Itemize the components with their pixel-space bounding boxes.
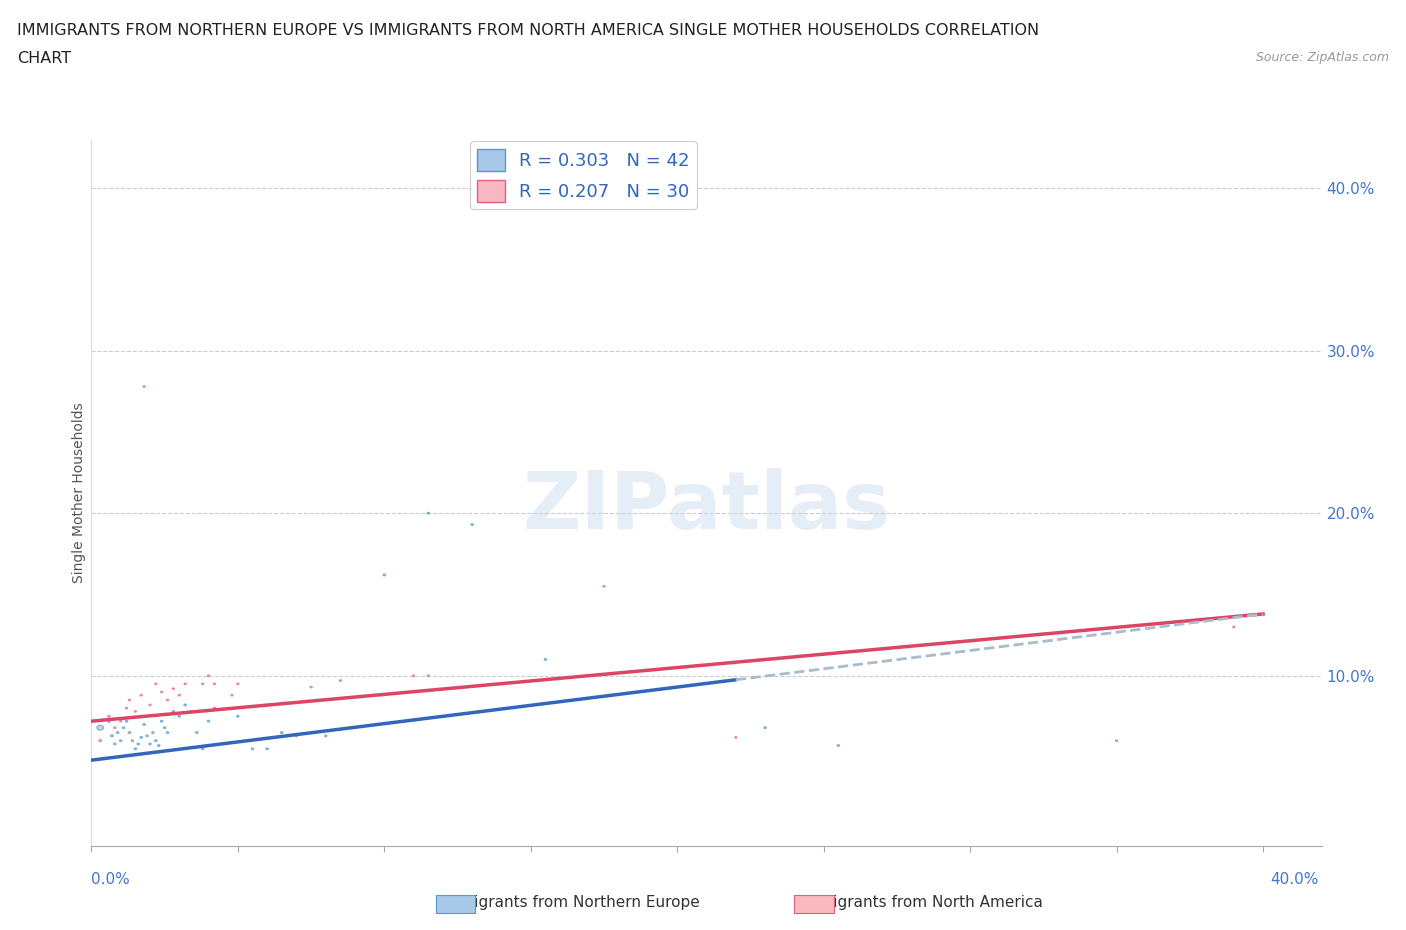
Ellipse shape [134,748,136,750]
Ellipse shape [172,711,174,712]
Ellipse shape [184,683,186,684]
Ellipse shape [184,704,187,706]
Ellipse shape [128,732,131,734]
Ellipse shape [266,748,269,750]
Ellipse shape [155,683,157,684]
Ellipse shape [136,743,139,745]
Ellipse shape [134,711,136,712]
Ellipse shape [166,732,169,734]
Ellipse shape [763,727,766,728]
Ellipse shape [157,745,160,747]
Ellipse shape [114,743,117,745]
Y-axis label: Single Mother Households: Single Mother Households [72,403,86,583]
Ellipse shape [120,721,122,722]
Ellipse shape [214,683,215,684]
Ellipse shape [173,688,174,689]
Ellipse shape [125,721,128,722]
Ellipse shape [163,727,166,728]
Ellipse shape [120,739,122,741]
Text: Immigrants from Northern Europe: Immigrants from Northern Europe [440,895,699,910]
Ellipse shape [427,512,429,514]
Ellipse shape [339,680,342,682]
Ellipse shape [208,675,209,676]
Ellipse shape [309,686,312,688]
Ellipse shape [143,386,145,387]
Text: ZIPatlas: ZIPatlas [523,468,890,546]
Ellipse shape [111,735,114,737]
Ellipse shape [160,691,163,693]
Ellipse shape [131,739,134,741]
Ellipse shape [837,745,839,747]
Ellipse shape [201,748,204,750]
Ellipse shape [149,704,150,706]
Ellipse shape [266,704,269,706]
Text: Immigrants from North America: Immigrants from North America [799,895,1043,910]
Text: CHART: CHART [17,51,70,66]
Ellipse shape [295,735,298,737]
Text: IMMIGRANTS FROM NORTHERN EUROPE VS IMMIGRANTS FROM NORTH AMERICA SINGLE MOTHER H: IMMIGRANTS FROM NORTHERN EUROPE VS IMMIG… [17,23,1039,38]
Ellipse shape [214,708,215,709]
Ellipse shape [152,732,155,734]
Ellipse shape [471,524,474,525]
Ellipse shape [141,737,142,738]
Ellipse shape [201,683,204,684]
Ellipse shape [122,727,125,728]
Text: 40.0%: 40.0% [1271,872,1319,887]
Ellipse shape [195,732,198,734]
Ellipse shape [236,683,239,684]
Ellipse shape [325,735,328,737]
Ellipse shape [544,658,547,660]
Ellipse shape [412,675,415,676]
Ellipse shape [143,724,145,725]
Ellipse shape [117,732,120,734]
Ellipse shape [107,720,111,723]
Ellipse shape [382,574,385,576]
Ellipse shape [735,737,737,738]
Ellipse shape [427,675,429,676]
Ellipse shape [125,708,128,709]
Ellipse shape [155,739,157,741]
Ellipse shape [236,715,239,717]
Ellipse shape [603,586,605,587]
Ellipse shape [179,695,180,696]
Ellipse shape [281,732,283,734]
Ellipse shape [190,711,193,712]
Text: Source: ZipAtlas.com: Source: ZipAtlas.com [1256,51,1389,64]
Ellipse shape [231,695,233,696]
Ellipse shape [179,715,180,717]
Ellipse shape [207,721,209,722]
Ellipse shape [1115,740,1118,741]
Ellipse shape [128,699,131,701]
Ellipse shape [146,735,148,737]
Ellipse shape [97,725,104,730]
Text: 0.0%: 0.0% [91,872,131,887]
Legend: R = 0.303   N = 42, R = 0.207   N = 30: R = 0.303 N = 42, R = 0.207 N = 30 [470,141,697,209]
Ellipse shape [149,743,152,745]
Ellipse shape [98,739,101,741]
Ellipse shape [141,695,142,696]
Ellipse shape [160,721,163,722]
Ellipse shape [114,727,115,728]
Ellipse shape [1233,626,1234,628]
Ellipse shape [252,748,253,750]
Ellipse shape [108,715,110,717]
Ellipse shape [166,699,169,701]
